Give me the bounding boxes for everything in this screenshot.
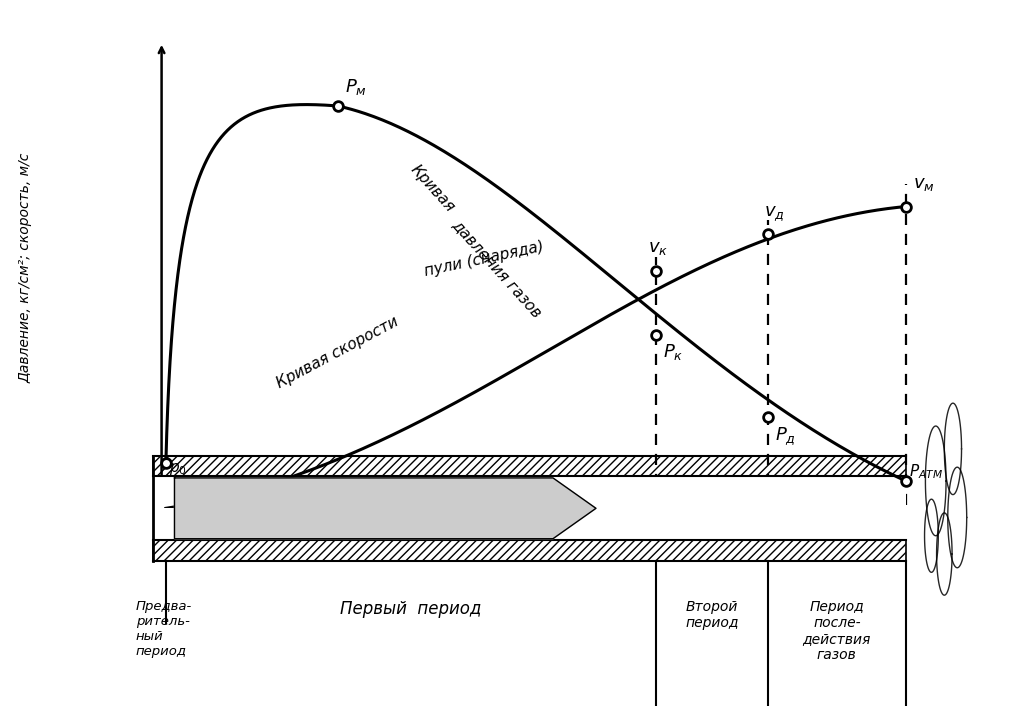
Text: $v_д$: $v_д$: [764, 204, 784, 222]
Text: $P_к$: $P_к$: [664, 342, 683, 362]
Text: пули (снаряда): пули (снаряда): [423, 239, 546, 279]
Text: Давление, кг/см²; скорость, м/с: Давление, кг/см²; скорость, м/с: [18, 153, 33, 383]
Bar: [153, 477, 905, 540]
Text: $P_д$: $P_д$: [775, 425, 796, 447]
Polygon shape: [174, 478, 596, 539]
Text: $v_м$: $v_м$: [912, 175, 934, 193]
Text: давления газов: давления газов: [450, 217, 545, 320]
Bar: [153, 540, 905, 561]
Bar: [153, 456, 905, 477]
Text: Первый  период: Первый период: [340, 600, 481, 618]
Text: $P_{АТМ}$: $P_{АТМ}$: [909, 462, 943, 481]
Text: Кривая: Кривая: [408, 162, 458, 215]
Text: Путь пули (снарнди): Путь пули (снарнди): [333, 479, 515, 497]
Text: $p_0$: $p_0$: [169, 461, 187, 477]
Text: Предва-
ритель-
ный
период: Предва- ритель- ный период: [136, 600, 193, 658]
Text: Кривая скорости: Кривая скорости: [274, 314, 401, 391]
Text: Период
после-
действия
газов: Период после- действия газов: [803, 600, 871, 662]
Text: $v_к$: $v_к$: [647, 239, 668, 257]
Text: $P_м$: $P_м$: [345, 77, 367, 97]
Text: Второй
период: Второй период: [685, 600, 739, 630]
